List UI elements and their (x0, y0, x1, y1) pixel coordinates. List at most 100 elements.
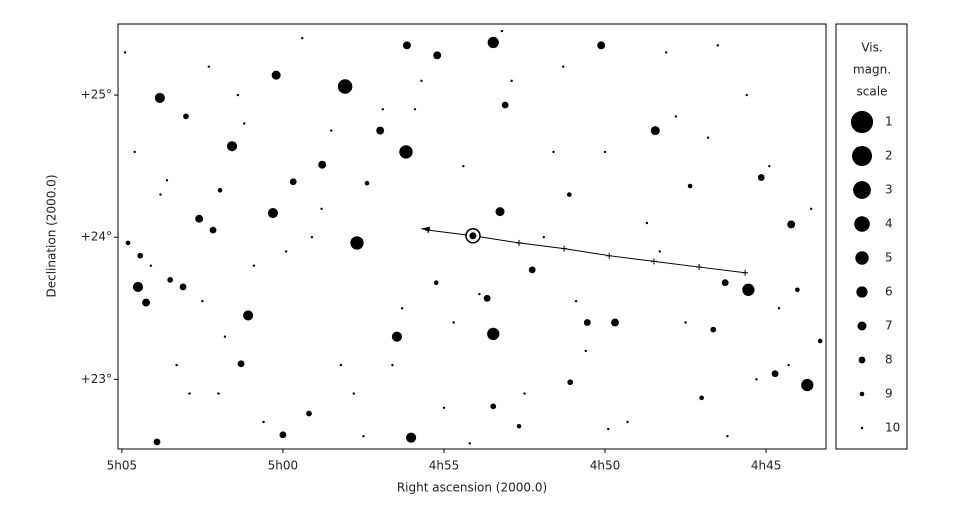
star (795, 287, 800, 293)
legend-symbol (850, 110, 874, 134)
star (528, 266, 536, 274)
track-cross (516, 239, 523, 246)
star (721, 279, 729, 287)
star (179, 283, 187, 291)
star (159, 193, 162, 196)
star (391, 331, 402, 342)
star (399, 145, 413, 159)
legend-label: 5 (885, 251, 893, 265)
star (284, 250, 288, 253)
legend-label: 6 (885, 285, 893, 299)
star (352, 392, 355, 395)
star (406, 432, 417, 443)
star (801, 378, 814, 392)
star (201, 299, 204, 303)
star (381, 108, 384, 111)
star (337, 79, 353, 94)
star (226, 141, 238, 152)
star (745, 93, 748, 97)
star (487, 36, 499, 49)
x-tick-label: 5h00 (268, 459, 299, 473)
star (125, 240, 131, 246)
star (817, 338, 823, 344)
star (400, 307, 404, 310)
star (584, 349, 587, 353)
x-axis-label: Right ascension (2000.0) (397, 481, 547, 495)
x-tick-label: 5h05 (107, 459, 138, 473)
star (318, 160, 327, 169)
legend-label: 3 (885, 183, 893, 197)
star (561, 65, 565, 68)
y-tick-label: +25° (81, 88, 112, 102)
star (217, 188, 223, 193)
star (650, 126, 660, 136)
star (501, 101, 509, 109)
legend-symbol (860, 426, 864, 430)
star (223, 335, 227, 338)
legend-frame (835, 23, 908, 450)
legend-symbol (856, 286, 868, 298)
star (243, 310, 254, 321)
star (402, 41, 411, 50)
star (301, 37, 304, 40)
legend-title: Vis. (861, 41, 882, 55)
star (252, 264, 256, 267)
star (706, 136, 710, 139)
star (271, 70, 281, 80)
star (684, 321, 687, 324)
legend-symbol (855, 251, 869, 265)
star (188, 392, 191, 395)
star (490, 403, 497, 410)
star (523, 392, 526, 395)
track-arrow (421, 226, 431, 232)
star (154, 92, 165, 103)
star (320, 207, 323, 210)
star (420, 79, 423, 83)
star (330, 129, 333, 132)
star (362, 435, 365, 438)
star (468, 442, 471, 445)
legend-symbol (859, 391, 865, 397)
star (611, 318, 619, 327)
star (132, 281, 144, 293)
star (195, 214, 204, 223)
star (645, 221, 649, 225)
star (279, 431, 287, 439)
legend-symbol (857, 321, 867, 331)
star (710, 326, 717, 333)
star (153, 438, 161, 446)
legend-label: 10 (885, 421, 900, 435)
y-axis-label: Declination (2000.0) (45, 175, 59, 298)
star (267, 207, 278, 219)
legend-title: scale (857, 85, 888, 99)
star (777, 307, 781, 310)
legend-symbol (853, 181, 871, 199)
star (658, 250, 661, 253)
star (768, 164, 771, 168)
star (243, 122, 246, 125)
star (755, 378, 758, 381)
star (167, 277, 174, 283)
star (175, 363, 178, 367)
y-tick-label: +23° (81, 372, 112, 386)
star (787, 363, 790, 367)
target-dot (469, 232, 477, 240)
star (583, 319, 591, 326)
star (716, 44, 719, 47)
star (310, 236, 314, 239)
star (574, 299, 578, 303)
star (262, 420, 265, 424)
legend-label: 1 (885, 115, 893, 129)
star (236, 93, 240, 97)
star (306, 410, 312, 417)
star (462, 164, 465, 168)
star (413, 108, 417, 111)
star (787, 220, 796, 229)
star (376, 126, 385, 135)
star (487, 327, 500, 341)
track-cross (561, 245, 568, 252)
legend-label: 4 (885, 217, 893, 231)
x-tick-label: 4h45 (751, 459, 782, 473)
star (674, 115, 678, 118)
star (510, 79, 513, 83)
